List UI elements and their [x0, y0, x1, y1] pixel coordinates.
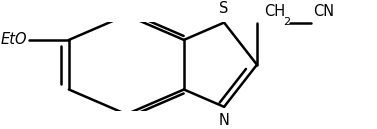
- Text: CH: CH: [264, 4, 285, 19]
- Text: 2: 2: [283, 17, 290, 27]
- Text: N: N: [219, 113, 230, 128]
- Text: CN: CN: [313, 4, 334, 19]
- Text: S: S: [219, 1, 229, 16]
- Text: EtO: EtO: [1, 32, 27, 47]
